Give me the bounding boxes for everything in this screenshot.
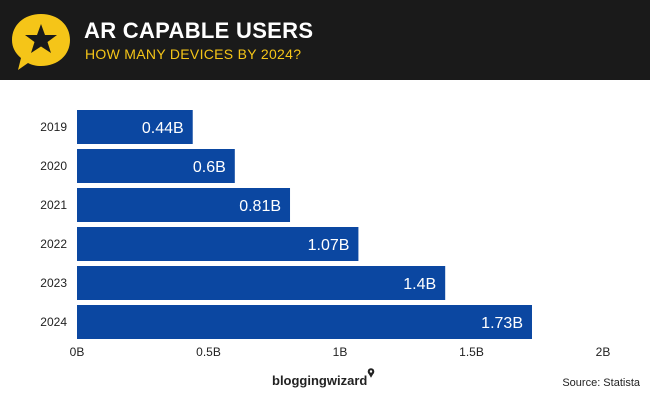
y-tick-label: 2023 [40, 276, 67, 290]
bar-2020 [77, 149, 235, 183]
bar-value-label: 1.73B [481, 315, 523, 332]
chart-subtitle: HOW MANY DEVICES BY 2024? [85, 46, 302, 62]
chart-title: AR CAPABLE USERS [84, 18, 314, 43]
bar-value-label: 1.07B [308, 237, 350, 254]
x-tick-label: 1B [333, 345, 348, 359]
bar-value-label: 1.4B [403, 276, 436, 293]
x-tick-label: 0.5B [196, 345, 221, 359]
x-tick-label: 2B [596, 345, 611, 359]
bars-layer: 0.44B 0.6B 0.81B 1.07B 1.4B 1.73B [77, 110, 532, 339]
bar-2021 [77, 188, 291, 222]
bar-2024 [77, 305, 532, 339]
bar-value-label: 0.6B [193, 159, 226, 176]
y-tick-label: 2021 [40, 198, 67, 212]
y-tick-label: 2020 [40, 159, 67, 173]
x-tick-label: 0B [70, 345, 85, 359]
y-axis-labels: 2019 2020 2021 2022 2023 2024 [40, 120, 67, 329]
y-tick-label: 2024 [40, 315, 67, 329]
x-tick-label: 1.5B [459, 345, 484, 359]
bar-chart: 0.44B 0.6B 0.81B 1.07B 1.4B 1.73B 2019 2020 202… [40, 110, 611, 359]
bar-2022 [77, 227, 359, 261]
bar-2019 [77, 110, 193, 144]
y-tick-label: 2022 [40, 237, 67, 251]
bar-2023 [77, 266, 446, 300]
bar-value-label: 0.81B [239, 198, 281, 215]
y-tick-label: 2019 [40, 120, 67, 134]
source-note: Source: Statista [562, 377, 640, 389]
brand-logo: bloggingwizard [272, 373, 368, 388]
header-bar: AR CAPABLE USERS HOW MANY DEVICES BY 202… [0, 0, 650, 80]
brand-pin-icon [367, 368, 375, 378]
bar-value-label: 0.44B [142, 120, 184, 137]
star-speech-bubble-icon [12, 14, 70, 70]
x-axis-labels: 0B 0.5B 1B 1.5B 2B [70, 345, 611, 359]
